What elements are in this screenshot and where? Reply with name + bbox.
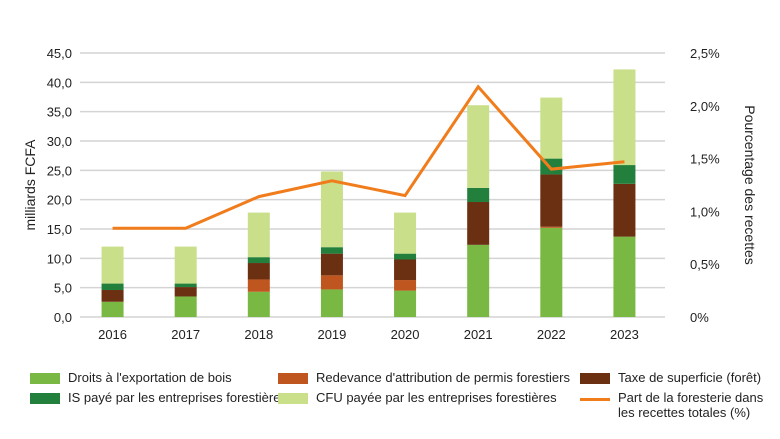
bar-segment-4	[467, 105, 490, 188]
x-tick-label: 2023	[610, 327, 639, 342]
bar-segment-4	[101, 246, 124, 284]
bar-segment-1	[247, 279, 270, 292]
bar-segment-4	[320, 171, 343, 248]
bar-segment-0	[467, 244, 490, 317]
bar-segment-4	[613, 69, 636, 166]
y-tick-label: 45,0	[47, 46, 72, 61]
y-tick-label: 10,0	[47, 251, 72, 266]
bar-segment-0	[613, 236, 636, 317]
y2-tick-label: 0%	[690, 310, 709, 325]
x-tick-label: 2017	[171, 327, 200, 342]
bar-segment-1	[540, 226, 563, 228]
share-line	[112, 84, 625, 230]
legend-swatch	[30, 373, 60, 384]
legend-swatch	[278, 393, 308, 404]
bar-segment-1	[320, 275, 343, 290]
y2-tick-label: 1,5%	[690, 152, 720, 167]
legend-label: Part de la foresterie dans les recettes …	[618, 390, 764, 420]
legend-swatch	[278, 373, 308, 384]
bar-segment-1	[394, 280, 417, 291]
x-tick-label: 2020	[391, 327, 420, 342]
y-tick-label: 40,0	[47, 75, 72, 90]
legend-item-cfu: CFU payée par les entreprises forestière…	[278, 390, 578, 405]
bar-segment-0	[320, 289, 343, 317]
y2-tick-label: 0,5%	[690, 257, 720, 272]
x-tick-label: 2022	[537, 327, 566, 342]
legend-swatch	[30, 393, 60, 404]
y2-tick-label: 1,0%	[690, 204, 720, 219]
legend-label: Taxe de superficie (forêt)	[618, 370, 762, 385]
legend-item-droits: Droits à l'exportation de bois	[30, 370, 360, 385]
bar-segment-2	[394, 259, 417, 281]
legend-item-is: IS payé par les entreprises forestières	[30, 390, 290, 405]
legend-item-redevance: Redevance d'attribution de permis forest…	[278, 370, 578, 385]
bar-segment-4	[247, 212, 270, 258]
bar-segment-0	[540, 227, 563, 317]
y-tick-label: 0,0	[54, 310, 72, 325]
y-tick-label: 15,0	[47, 222, 72, 237]
bar-segment-2	[174, 287, 197, 297]
bar-segment-2	[247, 263, 270, 280]
bar-segment-0	[394, 290, 417, 317]
y2-tick-label: 2,0%	[690, 99, 720, 114]
legend-label: Redevance d'attribution de permis forest…	[316, 370, 570, 385]
y2-axis-title: Pourcentage des recettes	[742, 105, 758, 265]
bar-segment-4	[540, 97, 563, 159]
legend-item-part: Part de la foresterie dans les recettes …	[580, 390, 775, 420]
bar-segment-3	[613, 165, 636, 184]
bar-segment-2	[101, 290, 124, 302]
bar-segment-3	[320, 247, 343, 254]
legend-label: IS payé par les entreprises forestières	[68, 390, 287, 405]
bar-segment-0	[247, 291, 270, 317]
legend-label: CFU payée par les entreprises forestière…	[316, 390, 557, 405]
bar-segment-2	[467, 202, 490, 245]
bar-segment-3	[467, 187, 490, 203]
y-tick-label: 35,0	[47, 105, 72, 120]
y-tick-label: 25,0	[47, 163, 72, 178]
x-tick-label: 2019	[317, 327, 346, 342]
bar-segment-4	[174, 246, 197, 284]
x-tick-label: 2021	[464, 327, 493, 342]
x-tick-label: 2016	[98, 327, 127, 342]
bar-segment-3	[174, 283, 197, 288]
chart-svg: 0,0 5,0 10,0 15,0 20,0 25,0 30,0 35,0 40,0 45,0 0%…	[22, 46, 758, 342]
bar-segment-2	[613, 183, 636, 237]
y-tick-label: 5,0	[54, 281, 72, 296]
bar-segment-3	[394, 253, 417, 260]
bar-segment-0	[101, 301, 124, 317]
bar-segment-0	[174, 296, 197, 317]
bar-segment-3	[101, 283, 124, 291]
bar-segment-4	[394, 212, 417, 254]
y-axis-title: milliards FCFA	[22, 139, 38, 231]
y-tick-label: 30,0	[47, 134, 72, 149]
x-tick-label: 2018	[244, 327, 273, 342]
y-tick-label: 20,0	[47, 193, 72, 208]
y2-tick-label: 2,5%	[690, 46, 720, 61]
legend-item-taxe: Taxe de superficie (forêt)	[580, 370, 780, 385]
legend-swatch	[580, 373, 610, 384]
legend-label: Droits à l'exportation de bois	[68, 370, 232, 385]
bar-segment-2	[540, 174, 563, 227]
legend-swatch	[580, 398, 610, 401]
bar-segment-2	[320, 253, 343, 276]
bar-segment-3	[247, 257, 270, 264]
